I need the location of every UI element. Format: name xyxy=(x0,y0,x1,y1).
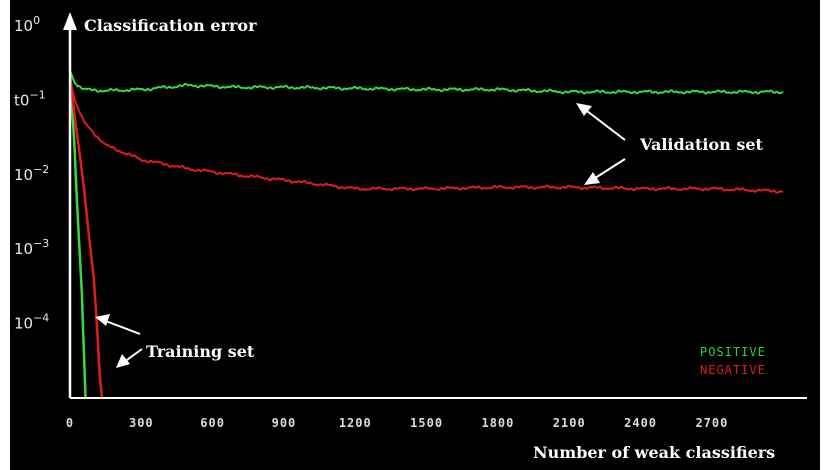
validation-positive-series-line xyxy=(70,70,784,95)
x-tick-labels: 0 300 600 900 1200 1500 1800 2100 2400 2700 xyxy=(66,416,728,430)
training-negative-series-line xyxy=(70,77,104,399)
y-tick-label: 10−2 xyxy=(14,163,49,184)
validation-negative-series-line xyxy=(70,77,784,194)
x-tick-label: 0 xyxy=(66,416,74,430)
y-axis-title: Classification error xyxy=(84,16,257,35)
x-tick-label: 1500 xyxy=(410,416,443,430)
y-tick-label: 10−4 xyxy=(14,312,49,333)
y-tick-label: 10−3 xyxy=(14,237,49,258)
x-tick-label: 600 xyxy=(200,416,225,430)
x-tick-label: 1800 xyxy=(481,416,514,430)
validation-arrow-lower-icon xyxy=(584,158,626,185)
training-positive-series-line xyxy=(70,70,87,399)
validation-arrow-upper-icon xyxy=(576,103,626,141)
x-tick-label: 2700 xyxy=(695,416,728,430)
training-arrow-upper-icon xyxy=(95,314,141,335)
validation-set-annotation: Validation set xyxy=(639,135,764,154)
legend-entry-negative: NEGATIVE xyxy=(700,363,766,377)
x-tick-label: 900 xyxy=(272,416,297,430)
training-arrow-lower-icon xyxy=(116,348,143,368)
training-set-annotation: Training set xyxy=(146,342,255,361)
x-tick-label: 2400 xyxy=(624,416,657,430)
x-tick-label: 2100 xyxy=(553,416,586,430)
x-axis-title: Number of weak classifiers xyxy=(533,443,775,462)
x-tick-label: 1200 xyxy=(339,416,372,430)
y-tick-label: t0−1 xyxy=(14,88,46,109)
y-axis-arrow-icon xyxy=(63,12,77,30)
series-layer xyxy=(70,70,784,399)
x-tick-label: 300 xyxy=(129,416,154,430)
legend-entry-positive: POSITIVE xyxy=(700,345,766,359)
y-tick-labels: 100 t0−1 10−2 10−3 10−4 xyxy=(14,14,49,333)
y-tick-label: 100 xyxy=(14,14,40,35)
legend: POSITIVE NEGATIVE xyxy=(700,345,766,377)
chart-background xyxy=(10,0,820,470)
